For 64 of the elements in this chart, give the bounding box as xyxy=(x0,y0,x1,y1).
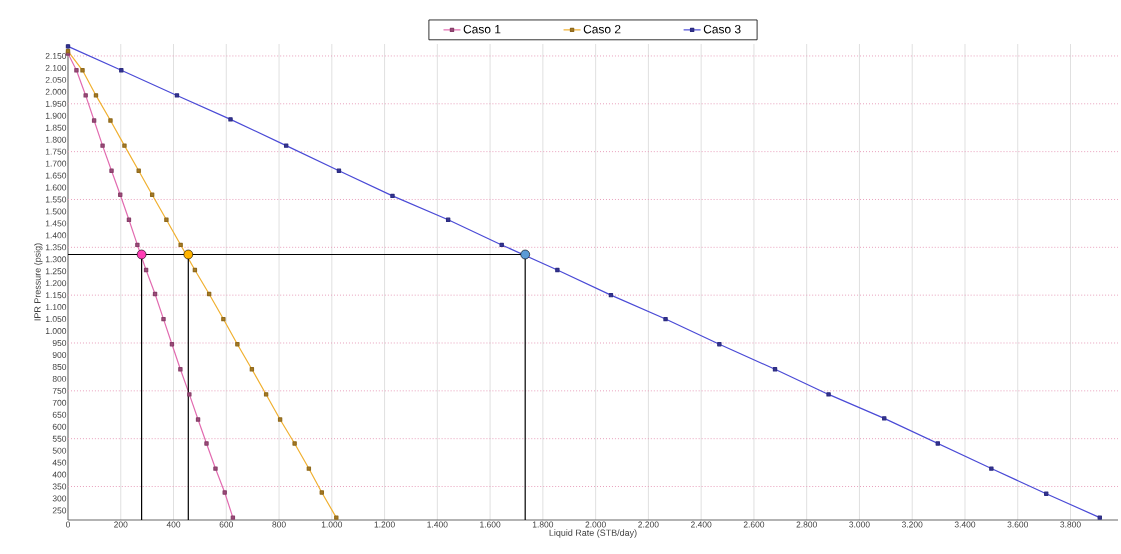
y-tick-label: 1.250 xyxy=(45,268,67,275)
y-tick-label: 1.350 xyxy=(45,244,67,251)
y-tick-label: 850 xyxy=(52,363,67,370)
y-tick-label: 1.550 xyxy=(45,196,67,203)
y-tick-label: 1.600 xyxy=(45,184,67,191)
y-tick-label: 450 xyxy=(52,459,67,466)
x-tick-label: 2.800 xyxy=(796,521,817,528)
y-tick-label: 1.300 xyxy=(45,256,67,263)
x-tick-label: 800 xyxy=(272,521,286,528)
x-tick-label: 3.800 xyxy=(1060,521,1081,528)
y-tick-label: 900 xyxy=(52,351,67,358)
y-tick-label: 1.900 xyxy=(45,112,67,119)
legend-label: Caso 3 xyxy=(703,24,741,34)
x-tick-label: 2.400 xyxy=(690,521,712,528)
x-tick-label: 1.000 xyxy=(321,521,343,528)
y-tick-label: 400 xyxy=(52,471,67,478)
x-tick-label: 2.000 xyxy=(585,521,606,528)
y-tick-label: 2.050 xyxy=(45,76,67,83)
y-tick-label: 1.050 xyxy=(45,316,67,323)
y-tick-label: 550 xyxy=(52,435,67,442)
x-tick-label: 3.400 xyxy=(954,521,976,528)
y-tick-label: 1.000 xyxy=(45,328,67,335)
y-tick-label: 350 xyxy=(52,483,67,490)
x-tick-label: 400 xyxy=(166,521,181,528)
y-tick-label: 250 xyxy=(52,507,67,514)
x-tick-label: 2.200 xyxy=(638,521,659,528)
x-tick-label: 3.000 xyxy=(849,521,870,528)
y-tick-label: 500 xyxy=(52,447,67,454)
x-tick-label: 3.600 xyxy=(1007,521,1028,528)
y-tick-label: 1.450 xyxy=(45,220,67,227)
y-tick-label: 1.700 xyxy=(45,160,67,167)
legend-label: Caso 2 xyxy=(583,24,621,34)
y-tick-label: 800 xyxy=(52,375,67,382)
y-tick-label: 1.950 xyxy=(45,100,67,107)
y-tick-label: 1.800 xyxy=(45,136,67,143)
x-tick-label: 600 xyxy=(219,521,234,528)
y-tick-label: 1.100 xyxy=(45,304,67,311)
y-tick-label: 700 xyxy=(52,399,67,406)
x-tick-label: 3.200 xyxy=(901,521,923,528)
y-tick-label: 1.150 xyxy=(45,292,67,299)
legend-label: Caso 1 xyxy=(463,24,501,34)
x-tick-label: 1.600 xyxy=(480,521,501,528)
y-tick-label: 600 xyxy=(52,423,67,430)
y-tick-label: 950 xyxy=(52,340,67,346)
x-tick-label: 2.600 xyxy=(743,521,765,528)
y-tick-label: 650 xyxy=(52,411,67,418)
y-tick-label: 2.150 xyxy=(45,52,67,59)
y-axis-title: IPR Pressure (psig) xyxy=(34,243,43,321)
y-tick-label: 1.200 xyxy=(45,280,67,287)
y-tick-label: 2.100 xyxy=(45,64,67,71)
y-tick-label: 300 xyxy=(52,495,67,502)
y-tick-label: 1.500 xyxy=(45,208,67,215)
y-tick-label: 2.000 xyxy=(45,88,67,95)
x-tick-label: 1.200 xyxy=(374,521,395,528)
y-tick-label: 1.750 xyxy=(45,148,67,155)
x-tick-label: 200 xyxy=(114,521,128,528)
x-axis-title: Liquid Rate (STB/day) xyxy=(549,529,637,538)
x-tick-label: 0 xyxy=(65,521,71,528)
y-tick-label: 750 xyxy=(52,387,67,394)
y-tick-label: 1.850 xyxy=(45,124,67,131)
x-tick-label: 1.400 xyxy=(427,521,448,528)
y-tick-label: 1.650 xyxy=(45,172,67,179)
x-tick-label: 1.800 xyxy=(532,521,554,528)
y-tick-label: 1.400 xyxy=(45,232,67,239)
